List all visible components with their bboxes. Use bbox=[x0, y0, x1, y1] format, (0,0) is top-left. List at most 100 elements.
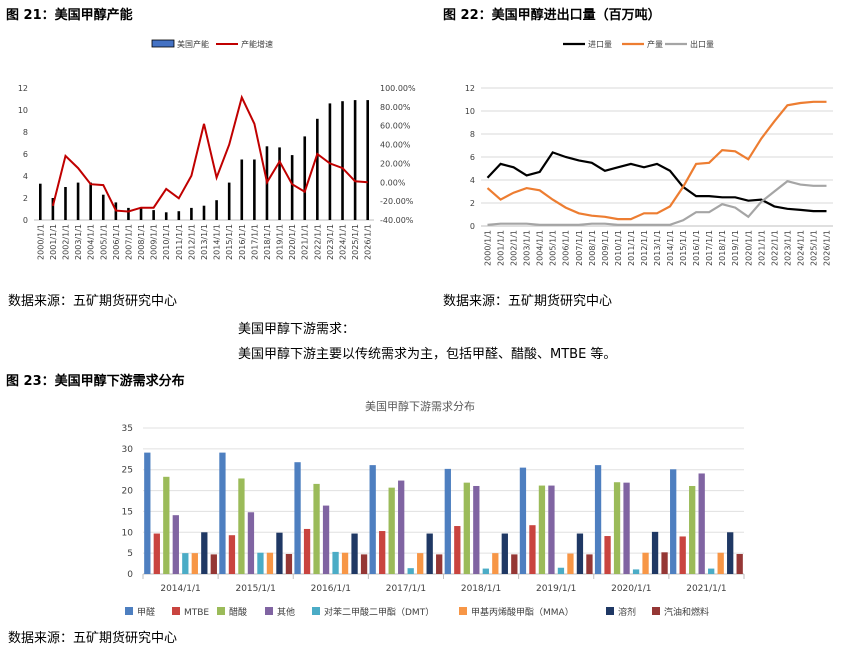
legend-label-2: 出口量 bbox=[690, 39, 714, 49]
demand-bar bbox=[576, 533, 584, 574]
demand-bar bbox=[501, 533, 508, 574]
import-export-chart: 0 2 4 6 8 10 12 2000/1/1 2001/1/1 2002/1/1 2003/1/… bbox=[465, 39, 833, 266]
demand-bar bbox=[407, 568, 414, 574]
y-tick-label: 6 bbox=[470, 153, 475, 162]
x-tick-label: 2019/1/1 bbox=[536, 584, 576, 594]
capacity-bar bbox=[152, 210, 155, 220]
demand-bar bbox=[698, 473, 705, 574]
section-heading: 美国甲醇下游需求： bbox=[238, 322, 356, 337]
demand-bar bbox=[511, 554, 518, 574]
x-tick-label: 2017/1/1 bbox=[386, 584, 426, 594]
capacity-bar bbox=[328, 103, 332, 220]
demand-bar bbox=[642, 552, 649, 574]
capacity-chart: 0 2 4 6 8 10 12 -40.00% -20.00% 0.00% 20.00% 40.00%… bbox=[18, 39, 416, 260]
y-right-tick-label: 40.00% bbox=[380, 141, 411, 150]
fig23-source: 数据来源：五矿期货研究中心 bbox=[8, 631, 178, 646]
capacity-bar bbox=[76, 182, 80, 220]
y-tick-label: 0 bbox=[127, 570, 133, 580]
legend-label-2: 醋酸 bbox=[229, 606, 247, 618]
demand-bar bbox=[444, 468, 451, 574]
x-tick-label: 2014/1/1 bbox=[160, 584, 200, 594]
x-tick-label: 2025/1/1 bbox=[809, 230, 818, 266]
section-body: 美国甲醇下游主要以传统需求为主，包括甲醛、醋酸、MTBE 等。 bbox=[238, 347, 617, 362]
legend-swatch-1 bbox=[172, 607, 180, 615]
legend-swatch-3 bbox=[265, 607, 273, 615]
fig21-title: 图 21：美国甲醇产能 bbox=[6, 8, 133, 23]
x-tick-label: 2015/1/1 bbox=[235, 584, 275, 594]
downstream-demand-chart: 美国甲醇下游需求分布 0 5 10 15 20 25 30 35 2014/1/1 2015/1/1… bbox=[122, 399, 745, 618]
demand-bar bbox=[519, 467, 527, 574]
legend-label-6: 溶剂 bbox=[618, 606, 636, 618]
x-tick-label: 2021/1/1 bbox=[686, 584, 726, 594]
x-tick-label: 2017/1/1 bbox=[705, 230, 714, 266]
legend-label-3: 其他 bbox=[277, 606, 295, 618]
x-tick-label: 2015/1/1 bbox=[679, 230, 688, 266]
x-tick-label: 2021/1/1 bbox=[757, 230, 766, 266]
x-tick-label: 2008/1/1 bbox=[137, 224, 146, 260]
capacity-bar bbox=[202, 205, 206, 220]
demand-bar bbox=[586, 554, 593, 574]
x-tick-label: 2003/1/1 bbox=[74, 224, 83, 260]
legend-swatch-7 bbox=[652, 607, 660, 615]
y-tick-label: 8 bbox=[470, 130, 475, 139]
demand-bar bbox=[661, 552, 668, 574]
capacity-bar bbox=[190, 207, 193, 220]
y-tick-label: 25 bbox=[122, 466, 133, 476]
series-line-1 bbox=[486, 100, 827, 221]
demand-bar bbox=[567, 553, 574, 574]
x-tick-label: 2004/1/1 bbox=[536, 230, 545, 266]
y-left-tick-label: 10 bbox=[18, 106, 28, 115]
demand-bar bbox=[426, 533, 433, 574]
demand-bar bbox=[727, 532, 734, 574]
x-tick-label: 2017/1/1 bbox=[250, 224, 259, 260]
legend-swatch-6 bbox=[606, 607, 614, 615]
x-tick-label: 2018/1/1 bbox=[718, 230, 727, 266]
x-tick-label: 2020/1/1 bbox=[744, 230, 753, 266]
y-left-tick-label: 4 bbox=[23, 172, 28, 181]
x-tick-label: 2012/1/1 bbox=[640, 230, 649, 266]
x-tick-label: 2000/1/1 bbox=[36, 224, 45, 260]
x-tick-label: 2023/1/1 bbox=[783, 230, 792, 266]
x-tick-label: 2000/1/1 bbox=[484, 230, 493, 266]
x-tick-label: 2011/1/1 bbox=[175, 224, 184, 260]
demand-bar bbox=[313, 483, 320, 574]
x-tick-label: 2026/1/1 bbox=[364, 224, 373, 260]
y-right-tick-label: -40.00% bbox=[380, 216, 414, 225]
x-tick-label: 2022/1/1 bbox=[313, 224, 322, 260]
demand-bar bbox=[454, 526, 461, 574]
x-tick-label: 2016/1/1 bbox=[238, 224, 247, 260]
x-tick-label: 2013/1/1 bbox=[653, 230, 662, 266]
demand-bar bbox=[482, 568, 489, 574]
capacity-bar bbox=[101, 194, 105, 220]
x-tick-label: 2014/1/1 bbox=[213, 224, 222, 260]
x-tick-label: 2021/1/1 bbox=[301, 224, 310, 260]
demand-bar bbox=[153, 533, 160, 574]
legend-label-4: 对苯二甲酸二甲酯（DMT） bbox=[324, 606, 434, 618]
y-tick-label: 10 bbox=[465, 107, 475, 116]
demand-bar bbox=[417, 553, 424, 574]
x-tick-label: 2008/1/1 bbox=[588, 230, 597, 266]
demand-bar bbox=[172, 515, 179, 574]
y-right-tick-label: 60.00% bbox=[380, 122, 411, 131]
y-right-tick-label: -20.00% bbox=[380, 197, 414, 206]
legend-label-1: 产量 bbox=[647, 39, 663, 49]
demand-bar bbox=[219, 452, 226, 574]
capacity-bar bbox=[316, 118, 319, 220]
x-tick-label: 2009/1/1 bbox=[601, 230, 610, 266]
series-line-2 bbox=[487, 179, 827, 226]
demand-bar bbox=[247, 512, 255, 574]
capacity-bar bbox=[366, 100, 370, 220]
demand-bar bbox=[463, 482, 470, 574]
demand-bar bbox=[285, 553, 293, 574]
legend-swatch-2 bbox=[217, 607, 225, 615]
demand-bar bbox=[163, 476, 170, 574]
x-tick-label: 2025/1/1 bbox=[351, 224, 360, 260]
x-tick-label: 2009/1/1 bbox=[150, 224, 159, 260]
capacity-bar bbox=[253, 159, 256, 220]
legend-swatch-4 bbox=[312, 607, 320, 615]
y-tick-label: 0 bbox=[470, 222, 475, 231]
chart-title: 美国甲醇下游需求分布 bbox=[365, 399, 475, 413]
x-tick-label: 2020/1/1 bbox=[288, 224, 297, 260]
capacity-bar bbox=[290, 155, 294, 220]
x-tick-label: 2002/1/1 bbox=[61, 224, 70, 260]
